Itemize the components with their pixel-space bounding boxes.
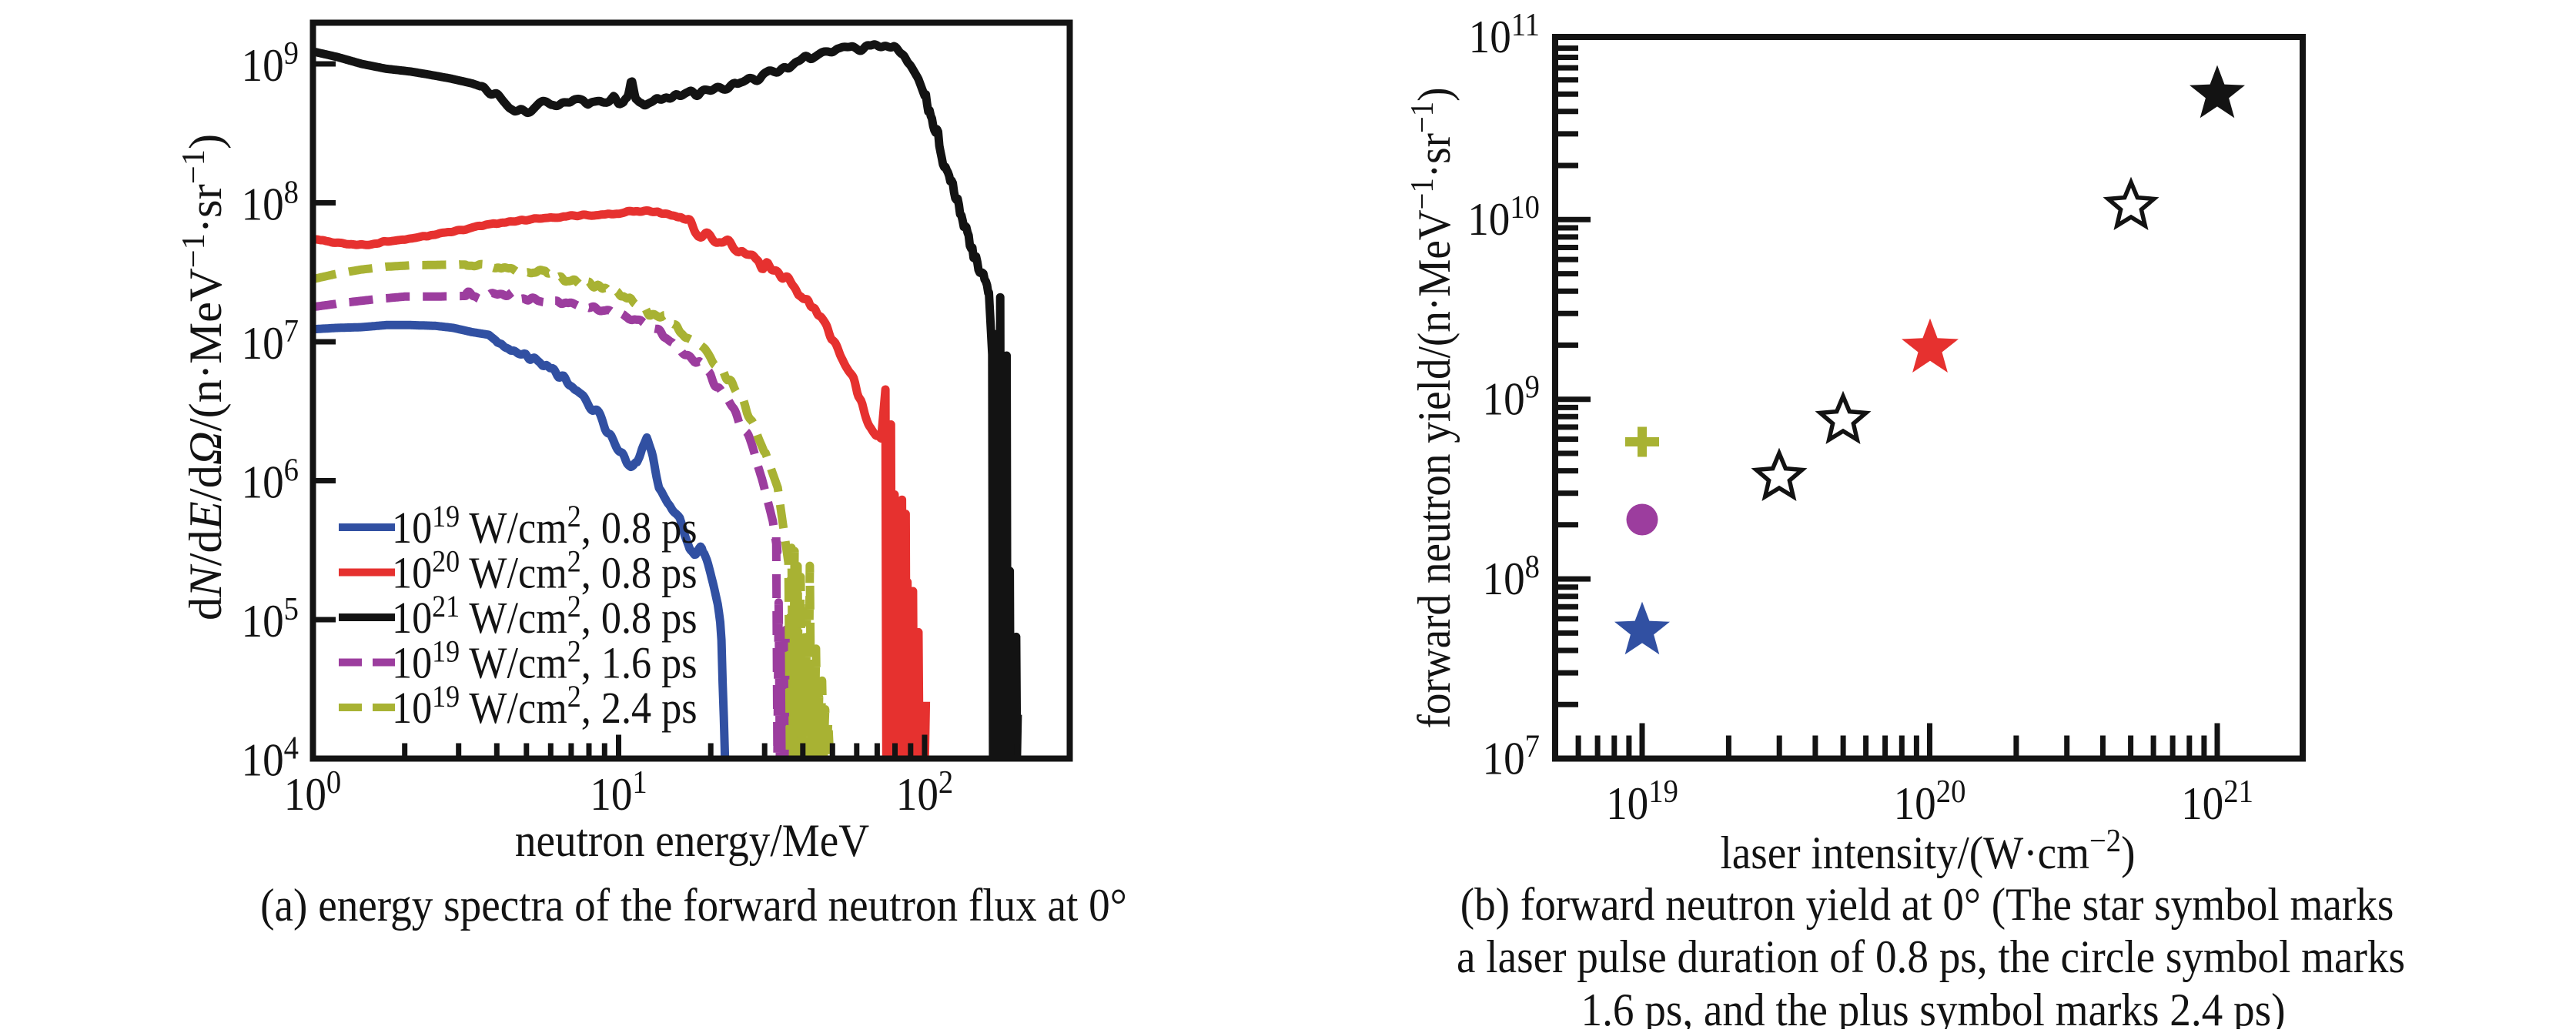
svg-text:neutron energy/MeV: neutron energy/MeV — [515, 816, 869, 867]
svg-text:1019 W/cm2, 1.6 ps: 1019 W/cm2, 1.6 ps — [392, 635, 698, 687]
svg-text:forward neutron yield/(n·MeV−1: forward neutron yield/(n·MeV−1·sr−1) — [1404, 88, 1460, 729]
svg-text:(a) energy spectra of the forw: (a) energy spectra of the forward neutro… — [260, 881, 1127, 931]
svg-text:laser intensity/(W·cm−2): laser intensity/(W·cm−2) — [1720, 823, 2135, 879]
svg-text:1020 W/cm2, 0.8 ps: 1020 W/cm2, 0.8 ps — [392, 545, 698, 597]
svg-text:dN/dE/dΩ/(n·MeV−1·sr−1): dN/dE/dΩ/(n·MeV−1·sr−1) — [176, 134, 232, 620]
svg-text:(b) forward neutron yield at 0: (b) forward neutron yield at 0° (The sta… — [1460, 880, 2394, 931]
svg-text:a laser pulse duration of 0.8: a laser pulse duration of 0.8 ps, the ci… — [1457, 932, 2405, 983]
svg-text:1.6 ps, and the plus symbol ma: 1.6 ps, and the plus symbol marks 2.4 ps… — [1581, 985, 2286, 1029]
svg-text:1019 W/cm2, 2.4 ps: 1019 W/cm2, 2.4 ps — [392, 680, 698, 732]
